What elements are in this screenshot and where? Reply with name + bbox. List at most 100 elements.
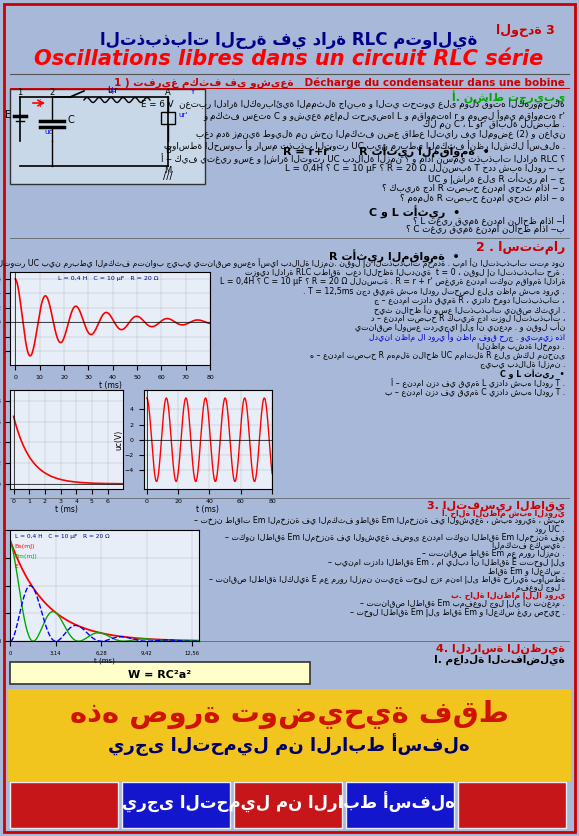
Text: – تحول الطاقة Em إلى طاقة Em و العكس غير صحيح .: – تحول الطاقة Em إلى طاقة Em و العكس غير… — [350, 608, 565, 617]
Text: يرجى التحميل من الرابط أسفله: يرجى التحميل من الرابط أسفله — [108, 733, 470, 756]
Line: E: E — [10, 541, 199, 640]
Text: E = 6 V  نعتبر الدارة الكهربائية الممثلة جانبه و التي تحتوي على مولد قوته الكهرو: E = 6 V نعتبر الدارة الكهربائية الممثلة … — [141, 100, 565, 109]
Text: أ. حالة النظام شبه الدوري: أ. حالة النظام شبه الدوري — [442, 508, 565, 517]
Text: 3. التفسير الطاقي: 3. التفسير الطاقي — [427, 500, 565, 511]
Text: بعد مدة زمنية طويلة من شحن المكثف نضع قاطع التيار في الموضع (2) و نعاين: بعد مدة زمنية طويلة من شحن المكثف نضع قا… — [196, 130, 565, 139]
Text: أ – عندما نزد في قيمة L يزداد شبه الدور T .: أ – عندما نزد في قيمة L يزداد شبه الدور … — [391, 379, 565, 389]
Em(mJ) — [149, 635, 156, 645]
Text: L = 0,4H ؟ C = 10 μF ؟ R = 20 Ω للنسبة T حدد شبه الدور ‒ ب: L = 0,4H ؟ C = 10 μF ؟ R = 20 Ω للنسبة T… — [285, 164, 565, 173]
Text: – تناقص الطاقة الكلية E مع مرور الزمن نتيجة تحول جزء منها إلى طاقة حرارية بواسطة: – تناقص الطاقة الكلية E مع مرور الزمن نت… — [209, 574, 565, 584]
E — [56, 610, 63, 620]
Text: UC و إشارة على R تأثير ما ‒ ج: UC و إشارة على R تأثير ما ‒ ج — [428, 174, 565, 186]
Text: ج – عندما تزداد قيمة R ، يزداد خمود التذبذبات ،: ج – عندما تزداد قيمة R ، يزداد خمود التذ… — [375, 296, 565, 305]
Em — [7, 636, 14, 646]
Bar — [10, 662, 310, 684]
Text: و مكثف سعته C و وشيعة معامل تحريضها L و مقاومتها r و موصل أومي مقاومته r': و مكثف سعته C و وشيعة معامل تحريضها L و … — [203, 110, 565, 121]
Text: C و L تأثير  •: C و L تأثير • — [500, 370, 565, 380]
E — [195, 635, 202, 645]
Em(mJ) — [195, 635, 202, 645]
Bar — [8, 689, 571, 781]
Bar — [10, 89, 205, 184]
Text: هذه صورة توضيحية فقط: هذه صورة توضيحية فقط — [69, 700, 508, 729]
Text: لدينا نظام لا دوري أو نظام فوق حرج . ويتميز هذا: لدينا نظام لا دوري أو نظام فوق حرج . ويت… — [369, 333, 565, 343]
Text: دور UC .: دور UC . — [536, 525, 565, 533]
Bar — [346, 782, 454, 828]
X-axis label: t (ms): t (ms) — [196, 505, 219, 514]
Em(mJ) — [41, 619, 47, 629]
Text: – تخزن طاقات Em المخزنة في المكثف وطاقة Em المخزنة في الوشيعة ، شبه دورية ، شبه: – تخزن طاقات Em المخزنة في المكثف وطاقة … — [195, 517, 565, 525]
Text: 1: 1 — [17, 88, 23, 97]
Text: أ. نشاط تجريبي: أ. نشاط تجريبي — [452, 91, 565, 105]
Text: 2: 2 — [49, 88, 54, 97]
Text: R = r+r'       R تأثير المقاومة  •: R = r+r' R تأثير المقاومة • — [283, 144, 490, 158]
Text: E: E — [14, 563, 19, 568]
Bar — [122, 782, 230, 828]
Text: التذبذبات الحرة في دارة RLC متوالية: التذبذبات الحرة في دارة RLC متوالية — [100, 31, 478, 49]
Text: . T = 12,5ms نجد قيمة شبه الدور لتحصل على نظام شبه دوري .: . T = 12,5ms نجد قيمة شبه الدور لتحصل عل… — [303, 287, 565, 296]
Text: 1 ) تفريغ مكثف في وشيعة   Décharge du condensateur dans une bobine: 1 ) تفريغ مكثف في وشيعة Décharge du cond… — [114, 78, 565, 89]
Text: A: A — [165, 88, 171, 97]
Em(mJ) — [118, 636, 125, 646]
Text: النظام بشدة الخمود .: النظام بشدة الخمود . — [477, 342, 565, 351]
Text: L = 0,4 H   C = 10 μF   R = 20 Ω: L = 0,4 H C = 10 μF R = 20 Ω — [14, 534, 109, 539]
Text: أ ‒ كيف يتغير وسع و إشارة التوتر UC بدلالة الزمن ؟ و ماذا نسمي تذبذبات الدارة RL: أ ‒ كيف يتغير وسع و إشارة التوتر UC بدلا… — [161, 154, 565, 166]
Em — [41, 615, 47, 625]
Text: C: C — [67, 115, 74, 125]
X-axis label: t (ms): t (ms) — [99, 381, 122, 390]
Text: بواسطة الحسوب أو راسم تذبذب التوتر UC بين مربطي المكثف أنظر الشكل أسفله .: بواسطة الحسوب أو راسم تذبذب التوتر UC بي… — [164, 140, 565, 150]
Text: الوحدة 3: الوحدة 3 — [496, 24, 555, 37]
Text: ؟ مهملة R تصبح عندما يحدث ماذا ‒ ه: ؟ مهملة R تصبح عندما يحدث ماذا ‒ ه — [401, 194, 565, 203]
Text: L = 0,4H ؟ C = 10 μF ؟ R = 20 Ω للنسبة . R = r + r' صغيرة عندما تكون مقاومة الدا: L = 0,4H ؟ C = 10 μF ؟ R = 20 Ω للنسبة .… — [219, 278, 565, 287]
Text: حيث نلاحظ أن وسع التذبذبات ينقص كثيرا .: حيث نلاحظ أن وسع التذبذبات ينقص كثيرا . — [374, 305, 565, 314]
E — [7, 536, 14, 546]
Em — [118, 632, 125, 642]
Em(mJ) — [56, 611, 63, 621]
Text: i: i — [38, 99, 41, 109]
Em — [56, 635, 63, 645]
Text: – تتناقص الطاقة Em بمفعول جول إلى أن تنعدم .: – تتناقص الطاقة Em بمفعول جول إلى أن تنع… — [360, 599, 565, 609]
Text: uL: uL — [108, 87, 116, 93]
Bar — [161, 112, 175, 124]
Text: تزويد الدارة RLC بطاقة  بعد اللحظة البدنية  t = 0 ، نقول إن التذبذبات حرة .: تزويد الدارة RLC بطاقة بعد اللحظة البدني… — [245, 268, 565, 278]
Text: ؟ كبيرة جدا R تصبح عندما يحدث ماذا ‒ د: ؟ كبيرة جدا R تصبح عندما يحدث ماذا ‒ د — [382, 184, 565, 193]
Y-axis label: uc(V): uc(V) — [114, 430, 123, 450]
Text: كل من C ، L وr' قابلة للضبط .: كل من C ، L وr' قابلة للضبط . — [423, 120, 565, 129]
Text: ؟ C تغير قيمة عندما نلاحظ ماذا ‒ب: ؟ C تغير قيمة عندما نلاحظ ماذا ‒ب — [406, 225, 565, 234]
Text: ur': ur' — [178, 112, 187, 118]
Text: مفعول جول .: مفعول جول . — [516, 583, 565, 592]
Text: جيبي بدلالة الزمن .: جيبي بدلالة الزمن . — [479, 360, 565, 370]
Text: – بينما تزداد الطاقة Em ، ما يلبد أن الطاقة E تتحول إلى: – بينما تزداد الطاقة Em ، ما يلبد أن الط… — [328, 558, 565, 568]
Text: E: E — [5, 110, 11, 120]
Em — [149, 636, 156, 646]
Text: ///: /// — [163, 171, 173, 181]
Text: أ – التوتر UC بين مربطي المكثف متناوب جيبي يتناقص وسعه أسيا بدلالة الزمن. نقول إ: أ – التوتر UC بين مربطي المكثف متناوب جي… — [0, 259, 565, 269]
Text: L = 0,4 H   C = 10 μF   R = 20 Ω: L = 0,4 H C = 10 μF R = 20 Ω — [58, 277, 158, 282]
Text: L,r: L,r — [107, 86, 118, 95]
Text: B: B — [165, 146, 171, 155]
Text: C و L تأثير  •: C و L تأثير • — [369, 205, 460, 219]
Text: M: M — [164, 166, 171, 175]
Text: طاقة Em و العكس .: طاقة Em و العكس . — [488, 566, 565, 575]
E — [92, 627, 99, 637]
Text: يرجى التحميل من الرابط أسفله: يرجى التحميل من الرابط أسفله — [123, 792, 456, 813]
Line: Em: Em — [10, 586, 199, 641]
Text: د – عندما تصبح R كبيرة جدا تزول التذبذبات ،: د – عندما تصبح R كبيرة جدا تزول التذبذبا… — [371, 314, 565, 324]
Text: 4. الدراسة النظرية: 4. الدراسة النظرية — [436, 643, 565, 654]
Text: uc: uc — [44, 129, 52, 135]
E — [133, 633, 140, 643]
X-axis label: t (ms): t (ms) — [94, 657, 115, 664]
Text: – تكون الطاقة Em المخزنة في الوشيعة فضوى عندما تكون الطاقة Em المخزنة في: – تكون الطاقة Em المخزنة في الوشيعة فضوى… — [225, 533, 565, 542]
Bar — [234, 782, 342, 828]
Em — [133, 635, 140, 645]
X-axis label: t (ms): t (ms) — [56, 505, 78, 514]
Text: – تتناقص طاقة Em مع مرور الزمن .: – تتناقص طاقة Em مع مرور الزمن . — [422, 549, 565, 558]
Text: W = RC²a²: W = RC²a² — [129, 670, 192, 680]
Text: ب. حالة النظام اللا دوري: ب. حالة النظام اللا دوري — [450, 591, 565, 600]
Em(mJ) — [75, 636, 82, 646]
Em — [27, 581, 34, 591]
Text: 2 . استثمار: 2 . استثمار — [476, 240, 565, 253]
Text: Em(mJ): Em(mJ) — [14, 553, 38, 558]
Text: يتناقص الوسع تدريجيا إلى أن ينعدم . و نقول بأن: يتناقص الوسع تدريجيا إلى أن ينعدم . و نق… — [354, 324, 565, 334]
Text: المكثف عكسية .: المكثف عكسية . — [492, 541, 565, 550]
Text: Ee(mJ): Ee(mJ) — [14, 543, 35, 548]
